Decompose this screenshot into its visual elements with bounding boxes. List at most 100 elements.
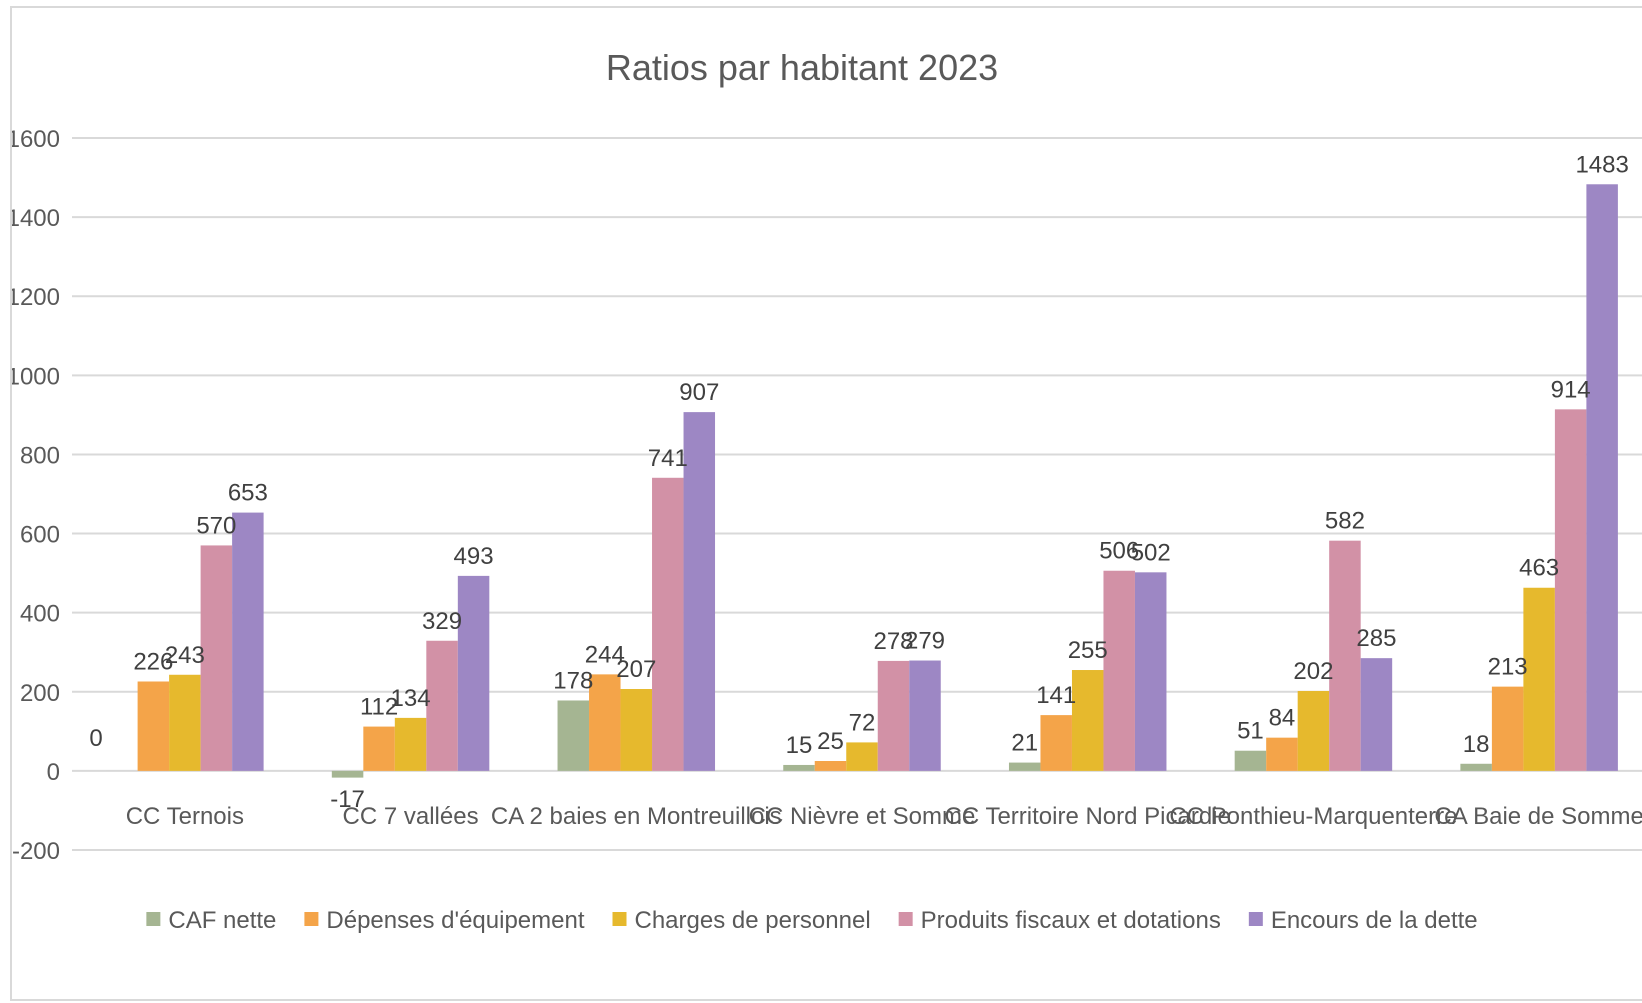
category-label: CA Baie de Somme — [1434, 803, 1642, 830]
data-label: 141 — [1036, 682, 1076, 709]
data-label: 72 — [849, 709, 876, 736]
data-label: 255 — [1068, 637, 1108, 664]
bar — [1134, 572, 1167, 771]
data-label: 278 — [873, 628, 913, 655]
legend: CAF nette Dépenses d'équipement Charges de… — [146, 907, 1478, 934]
bar — [1554, 409, 1587, 771]
data-label: 134 — [391, 685, 431, 712]
legend-item: Charges de personnel — [612, 907, 871, 934]
y-tick-label: 1400 — [12, 205, 60, 232]
data-label: 914 — [1551, 376, 1591, 403]
y-tick-label: 1600 — [12, 126, 60, 153]
data-label: 202 — [1293, 658, 1333, 685]
data-label: 907 — [679, 379, 719, 406]
data-label: 502 — [1131, 539, 1171, 566]
bar — [652, 477, 684, 771]
bar — [1008, 762, 1041, 771]
data-label: 226 — [133, 648, 173, 675]
bar — [1586, 184, 1618, 771]
legend-label: Charges de personnel — [635, 907, 871, 934]
bar — [1491, 686, 1524, 771]
bar — [1329, 540, 1361, 771]
legend-swatch — [612, 912, 627, 926]
bar — [877, 660, 910, 771]
chart-frame: Ratios par habitant 2023 -200 0 200 400 600 8… — [10, 6, 1642, 1001]
bar — [1071, 670, 1104, 771]
legend-item: CAF nette — [146, 907, 276, 934]
y-tick-label: 1200 — [12, 284, 60, 311]
bar — [1297, 690, 1330, 771]
data-label: 506 — [1099, 538, 1139, 565]
data-label: 207 — [616, 656, 656, 683]
y-axis: -200 0 200 400 600 800 1000 1200 1400 1600 — [12, 126, 60, 865]
bar — [363, 726, 395, 771]
bar — [457, 575, 490, 771]
data-label: 15 — [786, 732, 813, 759]
bar — [589, 674, 621, 771]
legend-item: Encours de la dette — [1248, 907, 1478, 934]
bar — [232, 512, 264, 771]
data-label: 213 — [1488, 654, 1528, 681]
data-label: 570 — [196, 512, 236, 539]
bar — [200, 545, 233, 771]
y-tick-label: 800 — [20, 442, 60, 469]
category-label: CA 2 baies en Montreuillois — [491, 803, 782, 830]
legend-item: Produits fiscaux et dotations — [898, 907, 1221, 934]
category-label: CC Nièvre et Somme — [749, 803, 976, 830]
bar — [426, 640, 458, 771]
data-label: 25 — [817, 728, 844, 755]
bar — [909, 660, 941, 771]
data-label: 653 — [228, 480, 268, 507]
data-label: 21 — [1011, 730, 1038, 757]
data-label: 0 — [89, 725, 102, 752]
bar — [846, 742, 878, 771]
category-label: CC Territoire Nord Picardie — [945, 803, 1231, 830]
bar — [814, 761, 847, 771]
data-label: 112 — [360, 694, 398, 721]
legend-swatch — [304, 912, 319, 926]
bars — [106, 184, 1618, 778]
x-axis: CC Ternois CC 7 vallées CA 2 baies en Mont… — [126, 803, 1642, 830]
data-label: 329 — [422, 608, 462, 635]
bar — [1523, 587, 1555, 771]
data-label: 741 — [648, 445, 688, 472]
legend-item: Dépenses d'équipement — [304, 907, 585, 934]
data-label: 463 — [1519, 555, 1559, 582]
data-label: 285 — [1356, 625, 1396, 652]
chart-title: Ratios par habitant 2023 — [606, 47, 998, 88]
bar — [1266, 737, 1298, 771]
data-label: 84 — [1269, 705, 1296, 732]
category-label: CC Ponthieu-Marquenterre — [1169, 803, 1457, 830]
y-tick-label: 0 — [47, 759, 60, 786]
legend-swatch — [1248, 912, 1263, 926]
legend-label: Produits fiscaux et dotations — [921, 907, 1221, 934]
data-label: 582 — [1325, 508, 1365, 535]
data-label: 51 — [1237, 718, 1264, 745]
legend-label: Dépenses d'équipement — [326, 907, 584, 934]
category-label: CC 7 vallées — [343, 803, 479, 830]
bar — [331, 770, 364, 778]
bar — [1360, 658, 1393, 771]
bar — [683, 412, 716, 771]
y-tick-label: 1000 — [12, 363, 60, 390]
bar — [1040, 715, 1072, 771]
legend-swatch — [898, 912, 913, 926]
bar — [169, 674, 201, 771]
legend-label: Encours de la dette — [1271, 907, 1478, 934]
chart: Ratios par habitant 2023 -200 0 200 400 600 8… — [12, 47, 1642, 934]
bar — [1103, 570, 1135, 771]
data-label: 1483 — [1575, 151, 1628, 178]
data-label: -17 — [330, 786, 365, 813]
bar — [620, 689, 653, 771]
bar — [557, 700, 590, 771]
y-tick-label: 200 — [20, 680, 60, 707]
legend-label: CAF nette — [168, 907, 276, 934]
legend-swatch — [146, 912, 161, 926]
data-label: 18 — [1463, 731, 1490, 758]
y-tick-label: -200 — [12, 838, 60, 865]
category-label: CC Ternois — [126, 803, 244, 830]
y-tick-label: 600 — [20, 522, 60, 549]
bar — [1234, 750, 1267, 771]
bar — [783, 764, 815, 771]
